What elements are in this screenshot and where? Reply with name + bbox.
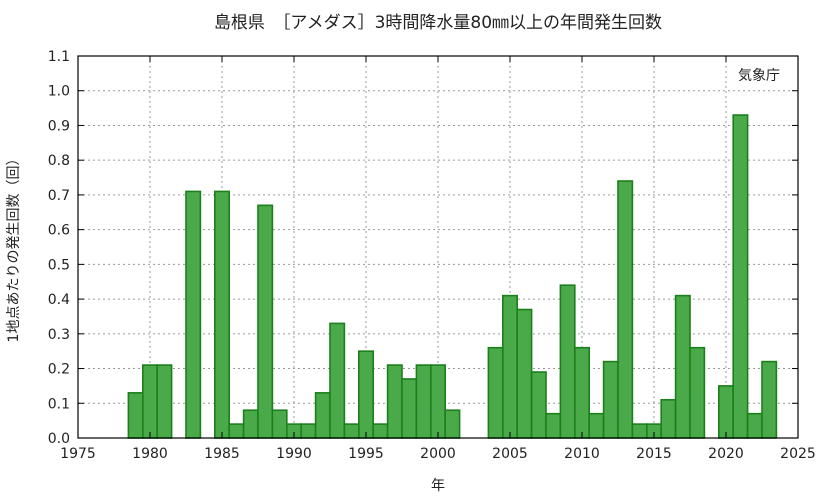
- y-tick-label: 0.5: [48, 257, 70, 273]
- y-tick-label: 0.3: [48, 327, 70, 343]
- bar-1994: [343, 423, 360, 439]
- x-tick-label: 2015: [636, 446, 672, 462]
- bar-1997: [386, 364, 403, 439]
- x-tick-label: 2000: [420, 446, 456, 462]
- y-tick-labels: 0.0 0.1 0.2 0.3 0.4 0.5 0.6 0.7 0.8 0.9 1.0 1.1: [48, 49, 70, 447]
- bar-1988: [257, 204, 274, 439]
- x-tick-label: 2010: [564, 446, 600, 462]
- y-tick-label: 0.6: [48, 223, 70, 239]
- bar-2012: [602, 360, 619, 439]
- bar-1998: [401, 378, 418, 439]
- y-tick-label: 0.4: [48, 292, 70, 308]
- y-axis-label: 1地点あたりの発生回数（回）: [6, 152, 22, 343]
- x-tick-label: 2025: [780, 446, 816, 462]
- x-tick-label: 1995: [348, 446, 384, 462]
- bar-2001: [444, 409, 461, 439]
- bar-2021: [732, 114, 749, 439]
- bars: [127, 114, 778, 439]
- bar-2018: [689, 346, 706, 439]
- y-tick-label: 1.1: [48, 49, 70, 65]
- bar-1995: [357, 350, 374, 439]
- x-axis-label: 年: [431, 478, 445, 494]
- source-label: 気象庁: [738, 68, 780, 84]
- bar-1999: [415, 364, 432, 439]
- bar-2004: [487, 346, 504, 439]
- x-tick-label: 1990: [276, 446, 312, 462]
- y-tick-label: 0.7: [48, 188, 70, 204]
- bar-2013: [617, 180, 634, 439]
- bar-1983: [185, 190, 202, 439]
- x-tick-label: 2020: [708, 446, 744, 462]
- bar-2022: [746, 412, 763, 439]
- y-tick-label: 0.9: [48, 118, 70, 134]
- bar-1985: [214, 190, 231, 439]
- bar-1987: [242, 409, 259, 439]
- chart-title: 島根県 ［アメダス］3時間降水量80㎜以上の年間発生回数: [214, 13, 662, 33]
- y-tick-label: 0.0: [48, 431, 70, 447]
- y-tick-label: 0.8: [48, 153, 70, 169]
- bar-1986: [228, 423, 245, 439]
- bar-2016: [660, 398, 677, 439]
- bar-1992: [314, 392, 331, 439]
- bar-2011: [588, 412, 605, 439]
- bar-1996: [372, 423, 389, 439]
- x-tick-label: 2005: [492, 446, 528, 462]
- bar-2023: [761, 360, 778, 439]
- bar-1989: [271, 409, 288, 439]
- bar-2007: [530, 371, 547, 439]
- bar-2006: [516, 308, 533, 439]
- bar-2017: [674, 294, 691, 439]
- bar-1993: [329, 322, 346, 439]
- bar-1979: [127, 392, 144, 439]
- bar-2010: [573, 346, 590, 439]
- x-tick-label: 1975: [60, 446, 96, 462]
- bar-2009: [559, 284, 576, 439]
- y-tick-label: 0.2: [48, 362, 70, 378]
- y-tick-label: 1.0: [48, 84, 70, 100]
- x-tick-labels: 1975 1980 1985 1990 1995 2000 2005 2010 2015 2020…: [60, 446, 816, 462]
- tick-marks: [77, 55, 799, 439]
- bar-2008: [545, 412, 562, 439]
- bar-1991: [300, 423, 317, 439]
- bar-1981: [156, 364, 173, 439]
- y-tick-label: 0.1: [48, 396, 70, 412]
- x-tick-label: 1985: [204, 446, 240, 462]
- bar-2005: [501, 294, 518, 439]
- bar-2014: [631, 423, 648, 439]
- bar-2020: [717, 385, 734, 439]
- bar-1980: [142, 364, 159, 439]
- bar-2000: [429, 364, 446, 439]
- x-tick-label: 1980: [132, 446, 168, 462]
